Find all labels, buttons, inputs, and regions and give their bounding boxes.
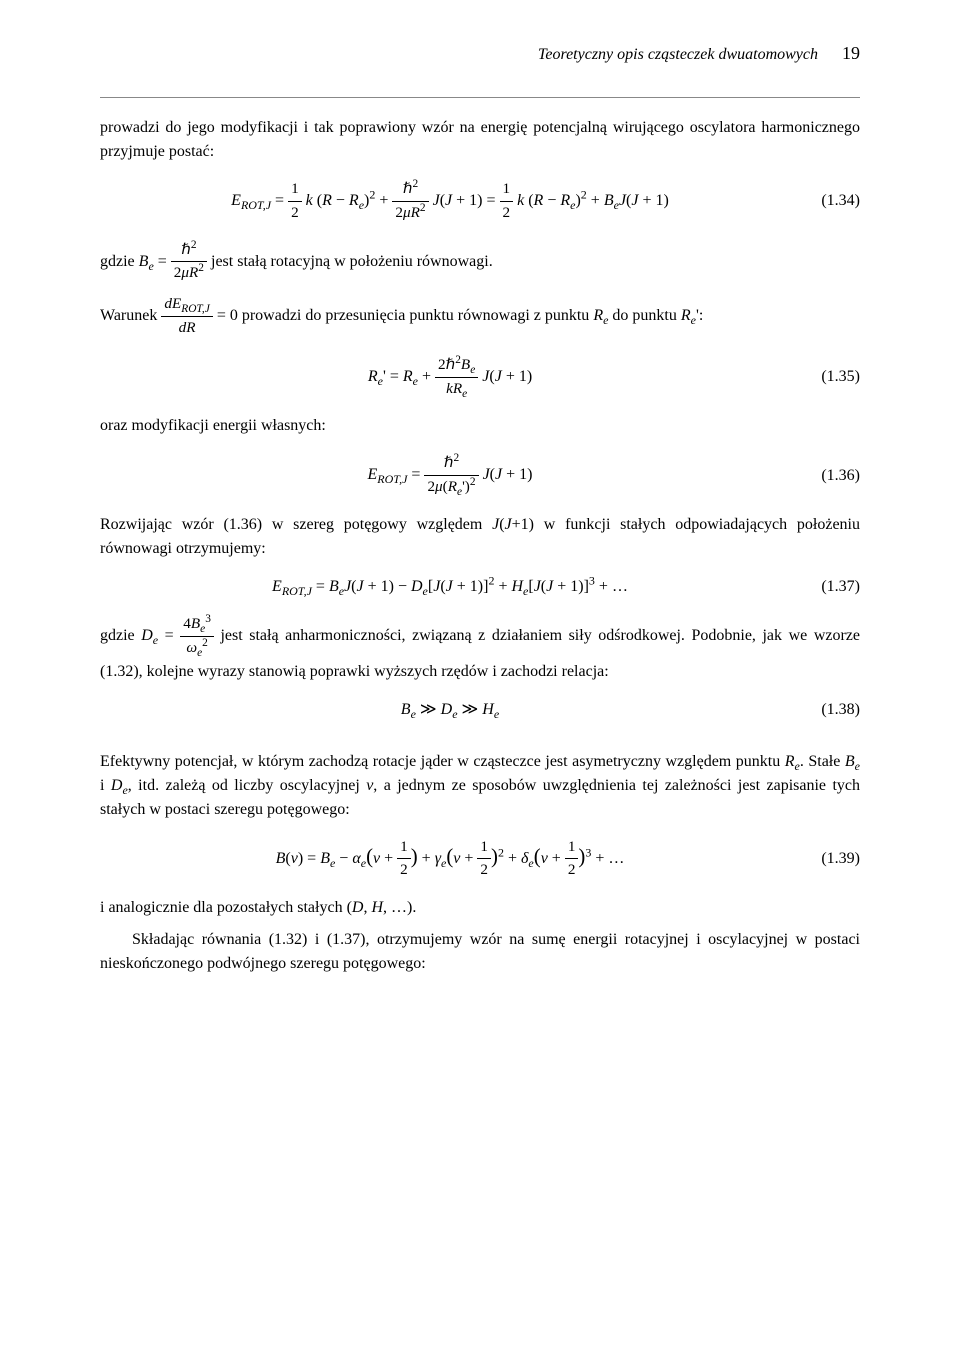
- para-De-def: gdzie De = 4Be3ωe2 jest stałą anharmonic…: [100, 613, 860, 684]
- equation-1-38-body: Be ≫ De ≫ He: [100, 698, 800, 722]
- equation-1-38-number: (1.38): [800, 698, 860, 722]
- equation-1-39: B(v) = Be − αe(v + 12) + γe(v + 12)2 + δ…: [100, 836, 860, 883]
- sym-Be: Be: [845, 753, 860, 770]
- sym-Re-2: Re: [785, 753, 800, 770]
- equation-1-35-number: (1.35): [800, 365, 860, 389]
- para-skladajac: Składając równania (1.32) i (1.37), otrz…: [100, 928, 860, 976]
- equation-1-38: Be ≫ De ≫ He (1.38): [100, 698, 860, 722]
- sym-Re-1: Re: [593, 307, 608, 324]
- equation-1-39-body: B(v) = Be − αe(v + 12) + γe(v + 12)2 + δ…: [100, 836, 800, 883]
- eq-dE-dR: dEROT,JdR = 0: [161, 307, 241, 324]
- para-Be-def: gdzie Be = ℏ22μR2 jest stałą rotacyjną w…: [100, 239, 860, 286]
- equation-1-34: EROT,J = 12 k (R − Re)2 + ℏ22μR2 J(J + 1…: [100, 178, 860, 225]
- text-stala-rot: jest stałą rotacyjną w położeniu równowa…: [211, 253, 493, 270]
- equation-1-35-body: Re' = Re + 2ℏ2BekRe J(J + 1): [100, 354, 800, 401]
- para-warunek: Warunek dEROT,JdR = 0 prowadzi do przesu…: [100, 293, 860, 340]
- text-i: i: [100, 777, 111, 794]
- text-prowadzi: prowadzi do przesunięcia punktu równowag…: [242, 307, 593, 324]
- text-gdzie-2: gdzie: [100, 627, 141, 644]
- sym-Re-prime: Re': [681, 307, 699, 324]
- running-header: Teoretyczny opis cząsteczek dwuatomowych…: [100, 40, 860, 67]
- text-warunek: Warunek: [100, 307, 161, 324]
- sym-DH: D, H: [352, 899, 383, 916]
- sym-JJp1: J(J+1): [492, 516, 534, 533]
- equation-1-36: EROT,J = ℏ22μ(Re')2 J(J + 1) (1.36): [100, 452, 860, 499]
- equation-1-35: Re' = Re + 2ℏ2BekRe J(J + 1) (1.35): [100, 354, 860, 401]
- text-analog-post: , …).: [383, 899, 416, 916]
- equation-1-36-number: (1.36): [800, 464, 860, 488]
- header-rule: [100, 97, 860, 98]
- equation-1-39-number: (1.39): [800, 847, 860, 871]
- text-gdzie: gdzie: [100, 253, 139, 270]
- equation-1-37-body: EROT,J = BeJ(J + 1) − De[J(J + 1)]2 + He…: [100, 575, 800, 599]
- para-intro: prowadzi do jego modyfikacji i tak popra…: [100, 116, 860, 164]
- para-efektywny: Efektywny potencjał, w którym zachodzą r…: [100, 750, 860, 822]
- equation-1-34-body: EROT,J = 12 k (R − Re)2 + ℏ22μR2 J(J + 1…: [100, 178, 800, 225]
- para-rozwijajac: Rozwijając wzór (1.36) w szereg potęgowy…: [100, 513, 860, 561]
- running-title: Teoretyczny opis cząsteczek dwuatomowych: [538, 46, 818, 63]
- sym-De: De: [111, 777, 128, 794]
- text-do-punktu: do punktu: [612, 307, 680, 324]
- equation-1-34-number: (1.34): [800, 189, 860, 213]
- text-itd: , itd. zależą od liczby oscylacyjnej: [128, 777, 366, 794]
- equation-1-37: EROT,J = BeJ(J + 1) − De[J(J + 1)]2 + He…: [100, 575, 860, 599]
- text-colon: :: [699, 307, 703, 324]
- equation-1-36-body: EROT,J = ℏ22μ(Re')2 J(J + 1): [100, 452, 800, 499]
- text-rozwijajac: Rozwijając wzór (1.36) w szereg potęgowy…: [100, 516, 492, 533]
- text-analog-pre: i analogicznie dla pozostałych stałych (: [100, 899, 352, 916]
- text-efektywny: Efektywny potencjał, w którym zachodzą r…: [100, 753, 785, 770]
- eq-De-def: De = 4Be3ωe2: [141, 627, 220, 644]
- page-number: 19: [842, 43, 860, 63]
- para-analogicznie: i analogicznie dla pozostałych stałych (…: [100, 896, 860, 920]
- equation-1-37-number: (1.37): [800, 575, 860, 599]
- para-mod-energii: oraz modyfikacji energii własnych:: [100, 414, 860, 438]
- text-stale: . Stałe: [800, 753, 845, 770]
- eq-Be-def: Be = ℏ22μR2: [139, 253, 211, 270]
